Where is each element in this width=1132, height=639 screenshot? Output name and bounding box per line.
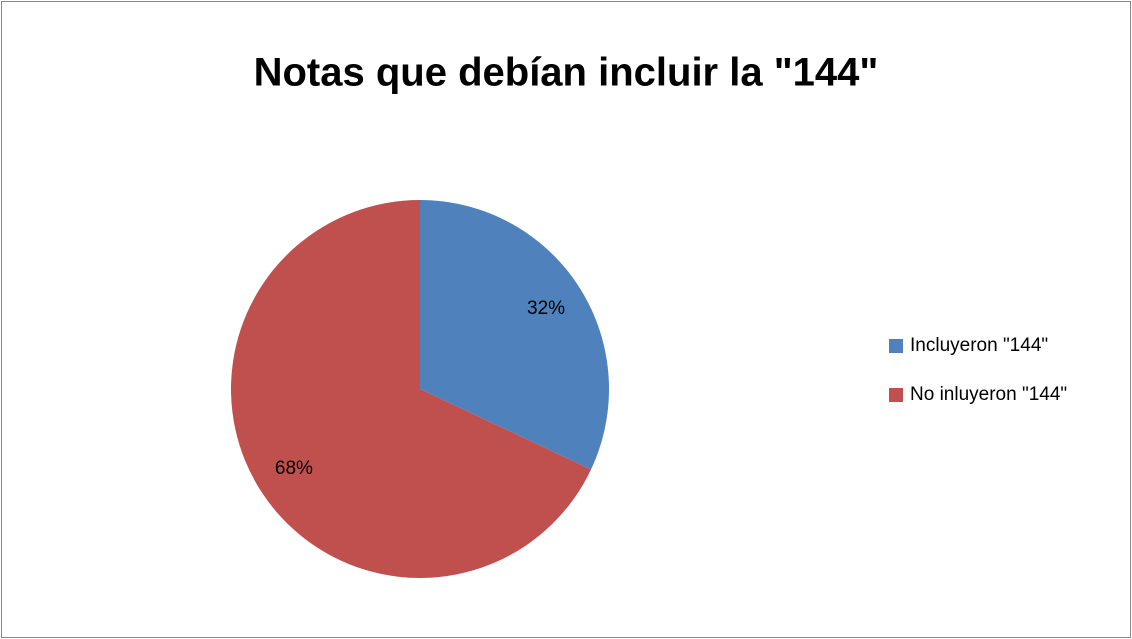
pie-slice [420,200,609,470]
legend-swatch [889,388,903,402]
legend-label: Incluyeron "144" [910,335,1048,356]
legend-label: No inluyeron "144" [910,384,1067,405]
chart-title: Notas que debían incluir la "144" [254,51,879,95]
legend-swatch [889,339,903,353]
data-label: 32% [527,298,565,319]
data-label: 68% [275,458,313,479]
pie-slice [230,200,592,579]
